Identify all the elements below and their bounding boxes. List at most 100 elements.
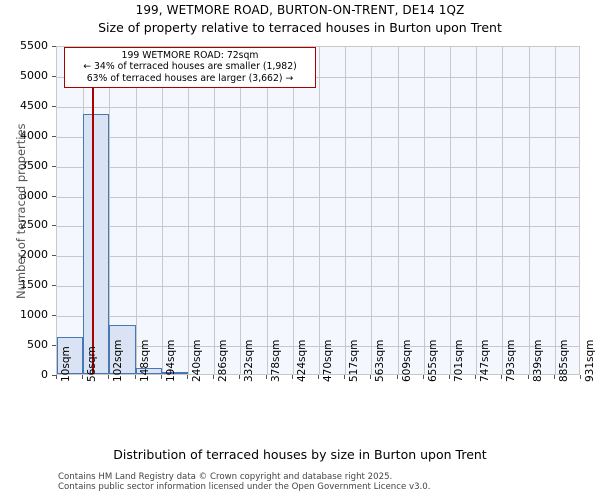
footer-line-2: Contains public sector information licen… (58, 482, 431, 493)
gridline-y (57, 106, 579, 108)
footer-attribution: Contains HM Land Registry data © Crown c… (58, 472, 430, 493)
gridline-x (188, 47, 189, 374)
annotation-line-3: 63% of terraced houses are larger (3,662… (86, 72, 294, 84)
gridline-x (161, 47, 163, 374)
gridline-x (345, 47, 347, 374)
y-tick-label: 3000 (20, 188, 48, 202)
x-tick-label: 378sqm (269, 339, 282, 382)
y-tick-mark (52, 46, 56, 47)
gridline-x (319, 47, 320, 374)
y-tick-label: 5500 (20, 39, 48, 52)
plot-area (56, 46, 580, 375)
x-tick-mark (134, 375, 136, 379)
gridline-x (423, 47, 425, 374)
y-tick-label: 0 (41, 368, 48, 381)
y-tick-label: 3500 (20, 158, 48, 172)
x-tick-mark (475, 375, 477, 379)
y-tick-label: 4500 (20, 98, 48, 112)
histogram-bar (135, 368, 162, 374)
y-tick-mark (52, 225, 56, 227)
gridline-y (57, 226, 579, 228)
page-subtitle: Size of property relative to terraced ho… (98, 20, 502, 35)
histogram-bar (57, 337, 84, 374)
x-tick-label: 931sqm (584, 339, 596, 382)
footer-line-1: Contains HM Land Registry data © Crown c… (58, 472, 393, 482)
property-size-marker-line (92, 47, 95, 374)
gridline-y (57, 136, 579, 138)
gridline-y (57, 346, 579, 348)
x-tick-mark (580, 375, 581, 379)
x-tick-label: 10sqm (60, 346, 72, 382)
x-tick-label: 701sqm (453, 339, 465, 382)
y-tick-label: 5000 (20, 68, 48, 82)
annotation-line-1: 199 WETMORE ROAD: 72sqm (121, 50, 259, 61)
x-tick-label: 424sqm (295, 339, 308, 382)
gridline-x (214, 47, 216, 374)
x-tick-mark (239, 375, 241, 379)
x-axis-label: Distribution of terraced houses by size … (113, 447, 487, 462)
gridline-x (476, 47, 478, 374)
x-tick-mark (501, 375, 503, 379)
x-tick-label: 655sqm (426, 339, 439, 382)
x-tick-label: 56sqm (86, 346, 99, 382)
x-tick-mark (344, 375, 346, 379)
y-tick-label: 1000 (20, 308, 48, 322)
gridline-y (57, 316, 579, 318)
x-tick-mark (187, 375, 188, 379)
page-title: 199, WETMORE ROAD, BURTON-ON-TRENT, DE14… (135, 3, 465, 17)
gridline-x (240, 47, 242, 374)
x-tick-label: 470sqm (322, 339, 334, 382)
horizontal-gridlines (57, 47, 579, 374)
x-tick-label: 332sqm (243, 339, 256, 382)
x-tick-label: 102sqm (112, 339, 125, 382)
y-tick-mark (52, 165, 56, 167)
x-tick-mark (318, 375, 319, 379)
x-tick-label: 793sqm (505, 339, 518, 382)
gridline-x (554, 47, 556, 374)
x-tick-label: 148sqm (138, 339, 151, 382)
vertical-gridlines (57, 47, 579, 374)
x-tick-label: 286sqm (217, 339, 230, 382)
y-tick-mark (52, 105, 56, 107)
gridline-y (57, 286, 579, 288)
property-marker (57, 47, 579, 374)
x-tick-mark (82, 375, 84, 379)
histogram-bar (161, 372, 188, 374)
y-tick-mark (52, 195, 56, 197)
x-tick-label: 517sqm (348, 339, 361, 382)
y-tick-label: 2000 (20, 248, 48, 262)
x-tick-label: 194sqm (164, 339, 177, 382)
y-tick-mark (52, 375, 56, 376)
x-tick-mark (553, 375, 555, 379)
gridline-y (57, 76, 579, 78)
x-tick-mark (160, 375, 162, 379)
x-tick-label: 240sqm (191, 339, 203, 382)
y-tick-mark (52, 135, 56, 137)
x-tick-mark (291, 375, 293, 379)
x-tick-mark (370, 375, 372, 379)
x-tick-mark (108, 375, 110, 379)
annotation-box: 199 WETMORE ROAD: 72sqm ← 34% of terrace… (64, 47, 316, 88)
x-tick-mark (449, 375, 450, 379)
y-tick-mark (52, 345, 56, 347)
histogram-bar (83, 113, 110, 374)
y-tick-label: 1500 (20, 278, 48, 292)
gridline-y (57, 166, 579, 168)
gridline-x (109, 47, 111, 374)
gridline-x (135, 47, 137, 374)
x-tick-label: 839sqm (531, 339, 544, 382)
histogram-bar (109, 325, 136, 374)
y-tick-label: 4000 (20, 128, 48, 142)
x-tick-label: 563sqm (374, 339, 387, 382)
gridline-x (502, 47, 504, 374)
x-tick-label: 747sqm (479, 339, 492, 382)
x-tick-mark (396, 375, 398, 379)
gridline-y (57, 196, 579, 198)
x-tick-mark (213, 375, 215, 379)
gridline-y (57, 256, 579, 258)
y-tick-label: 500 (27, 338, 48, 352)
x-tick-mark (527, 375, 529, 379)
annotation-line-2: ← 34% of terraced houses are smaller (1,… (83, 61, 297, 73)
x-tick-label: 609sqm (400, 339, 413, 382)
